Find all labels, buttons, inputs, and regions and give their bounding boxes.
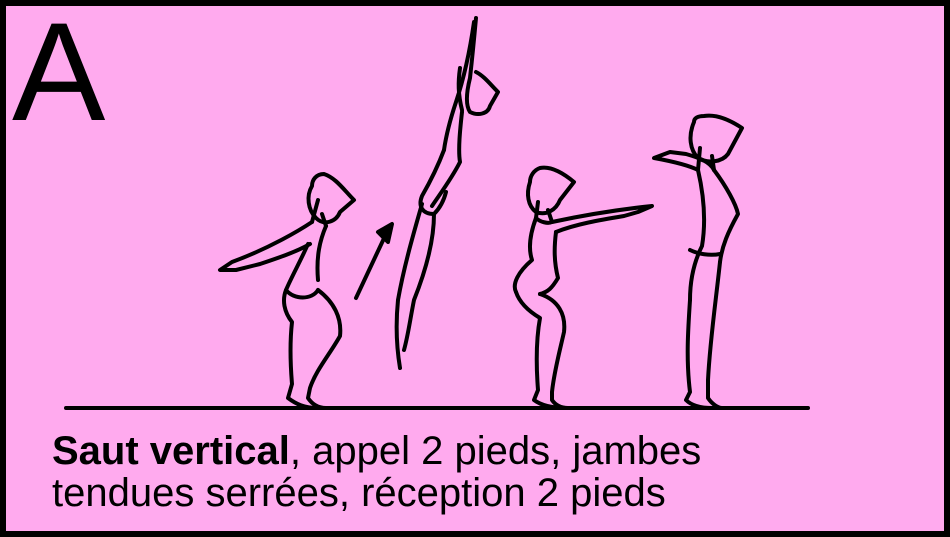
gymnast-figure-landing — [512, 165, 654, 410]
gymnast-figure-squat — [218, 172, 356, 410]
jump-direction-arrow — [354, 222, 394, 300]
gymnast-figure-jumping — [394, 16, 500, 370]
gymnast-figure-standing — [652, 113, 744, 410]
caption-line-2: tendues serrées, réception 2 pieds — [52, 471, 666, 515]
caption-title: Saut vertical — [52, 429, 290, 473]
exercise-caption: Saut vertical, appel 2 pieds, jambes ten… — [52, 430, 932, 514]
panel-letter: A — [12, 0, 106, 150]
caption-line-1-rest: , appel 2 pieds, jambes — [289, 429, 702, 473]
jump-sequence-illustration — [64, 16, 810, 410]
caption-line-1: Saut vertical, appel 2 pieds, jambes — [52, 430, 932, 472]
